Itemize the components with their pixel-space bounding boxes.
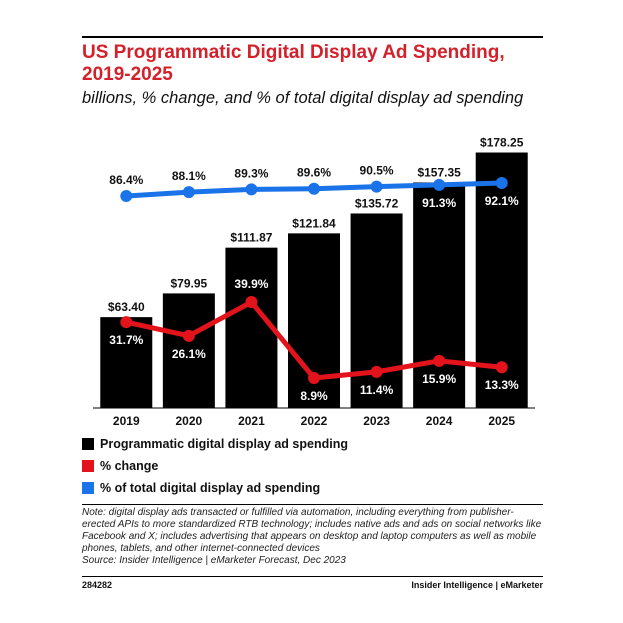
pct-total-label-2024: 91.3% [422, 196, 456, 210]
x-tick-label-2025: 2025 [488, 414, 515, 428]
brand-credit: Insider Intelligence | eMarketer [411, 580, 543, 590]
source-text: Source: Insider Intelligence | eMarketer… [82, 555, 346, 566]
bar-value-label-2020: $79.95 [171, 276, 208, 290]
bar-value-label-2022: $121.84 [292, 216, 336, 230]
legend: Programmatic digital display ad spending… [82, 433, 543, 499]
bar-2023 [350, 213, 403, 408]
pct-total-label-2020: 88.1% [172, 169, 206, 183]
x-tick-label-2019: 2019 [113, 414, 140, 428]
x-tick-label-2022: 2022 [301, 414, 328, 428]
note-text: Note: digital display ads transacted or … [82, 507, 542, 554]
pct-change-point-2020 [182, 329, 195, 342]
pct-total-point-2019 [120, 190, 133, 203]
pct-total-label-2021: 89.3% [234, 166, 268, 180]
pct-total-label-2022: 89.6% [297, 166, 331, 180]
legend-item-spending: Programmatic digital display ad spending [82, 433, 543, 455]
pct-change-point-2023 [370, 365, 383, 378]
pct-change-point-2025 [495, 361, 508, 374]
chart-note: Note: digital display ads transacted or … [82, 507, 543, 567]
pct-change-point-2022 [308, 371, 320, 384]
pct-change-label-2025: 13.3% [485, 378, 519, 392]
chart-area: $63.40 $79.95 $111.87 $121.84 $135.72 $157.35… [93, 136, 535, 428]
x-tick-label-2020: 2020 [176, 414, 203, 428]
pct-change-label-2024: 15.9% [422, 372, 456, 386]
pct-change-label-2023: 11.4% [360, 383, 394, 397]
bar-2020 [162, 293, 215, 408]
chart-id: 284282 [82, 580, 113, 590]
pct-total-point-2021 [245, 183, 258, 196]
x-tick-label-2023: 2023 [363, 414, 390, 428]
top-rule [82, 36, 543, 38]
pct-total-label-2019: 86.4% [109, 173, 143, 187]
chart-subtitle: billions, % change, and % of total digit… [82, 89, 524, 107]
pct-total-label-2025: 92.1% [485, 194, 519, 208]
x-tick-label-2021: 2021 [238, 414, 265, 428]
chart-title: US Programmatic Digital Display Ad Spend… [82, 42, 505, 85]
bar-value-label-2025: $178.25 [480, 136, 524, 150]
pct-total-point-2023 [370, 180, 383, 193]
legend-swatch-share [82, 482, 94, 494]
bar-2024 [413, 182, 466, 408]
legend-label-share: % of total digital display ad spending [100, 481, 321, 495]
note-rule [82, 504, 543, 505]
pct-total-label-2023: 90.5% [360, 164, 394, 178]
legend-swatch-spending [82, 438, 94, 450]
pct-change-label-2020: 26.1% [172, 347, 206, 361]
pct-total-point-2022 [308, 182, 320, 195]
x-tick-label-2024: 2024 [426, 414, 453, 428]
pct-change-point-2019 [120, 316, 133, 329]
pct-change-label-2022: 8.9% [300, 389, 328, 403]
bar-value-label-2021: $111.87 [230, 231, 272, 245]
legend-swatch-change [82, 460, 94, 472]
pct-change-label-2019: 31.7% [109, 333, 143, 347]
bottom-rule [82, 576, 543, 577]
bar-value-label-2024: $157.35 [417, 165, 461, 179]
legend-label-change: % change [100, 459, 159, 473]
pct-change-point-2021 [245, 296, 258, 309]
legend-label-spending: Programmatic digital display ad spending [100, 437, 348, 451]
bar-2021 [225, 247, 278, 408]
legend-item-share: % of total digital display ad spending [82, 477, 543, 499]
legend-item-change: % change [82, 455, 543, 477]
pct-change-point-2024 [433, 354, 446, 367]
bar-2019 [100, 317, 153, 408]
pct-total-point-2024 [433, 178, 446, 191]
pct-change-label-2021: 39.9% [234, 277, 268, 291]
bar-value-label-2023: $135.72 [355, 196, 399, 210]
pct-total-point-2025 [495, 177, 508, 190]
bar-value-label-2019: $63.40 [108, 300, 145, 314]
pct-total-point-2020 [182, 186, 195, 199]
